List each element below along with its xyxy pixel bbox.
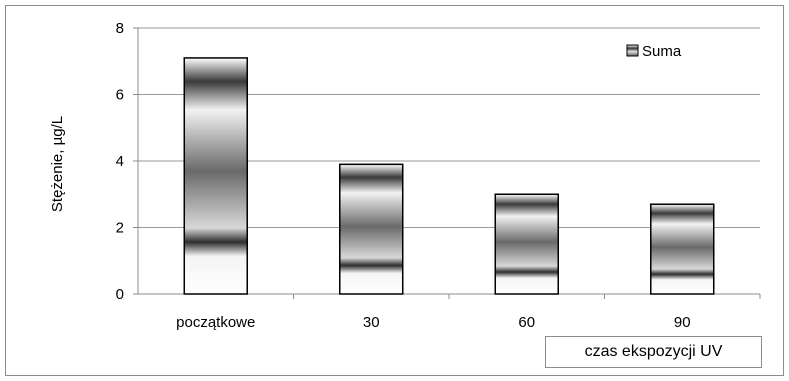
chart-area <box>5 5 784 376</box>
x-axis-label: czas ekspozycji UV <box>545 336 762 368</box>
x-tick-label: początkowe <box>176 314 255 331</box>
x-tick-label: 30 <box>363 314 380 331</box>
legend: Suma <box>626 43 682 60</box>
y-tick-label: 8 <box>116 20 124 37</box>
y-tick-label: 0 <box>116 286 124 303</box>
y-tick-label: 4 <box>116 153 124 170</box>
bars <box>183 57 715 295</box>
legend-swatch <box>626 44 639 57</box>
legend-label: Suma <box>642 43 682 60</box>
x-tick-label: 60 <box>518 314 535 331</box>
bar <box>183 57 248 295</box>
bar <box>339 163 404 295</box>
bar <box>650 203 715 295</box>
bar <box>494 193 559 295</box>
y-tick-labels: 0 2 4 6 8 <box>116 20 124 303</box>
y-tick-label: 6 <box>116 87 124 104</box>
y-tick-label: 2 <box>116 220 124 237</box>
y-axis-label: Stężenie, µg/L <box>49 116 66 212</box>
x-tick-labels: początkowe 30 60 90 <box>176 314 690 331</box>
x-tick-label: 90 <box>674 314 691 331</box>
